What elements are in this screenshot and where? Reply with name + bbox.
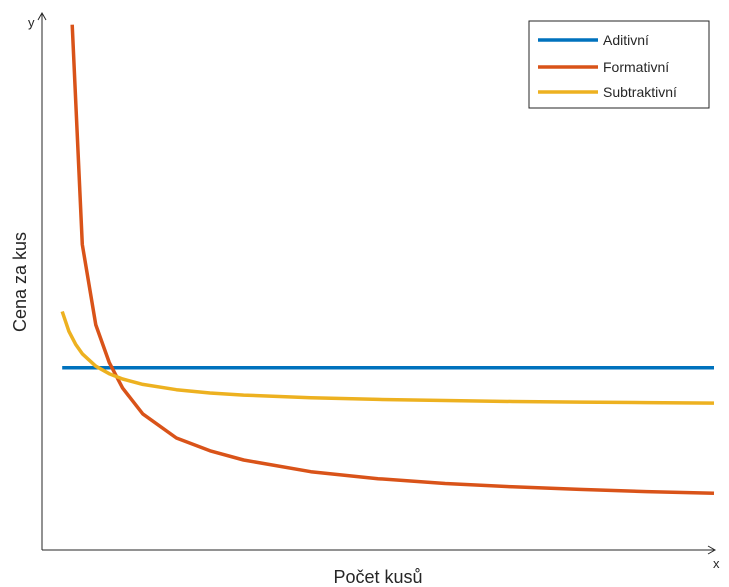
legend-label-formativni: Formativní — [603, 59, 669, 75]
x-axis-label: Počet kusů — [333, 567, 422, 587]
axes: x y Počet kusů Cena za kus — [10, 11, 720, 587]
x-axis-arrow — [707, 545, 717, 555]
y-axis-arrow — [37, 11, 47, 21]
series-line-subtraktivni — [60, 310, 715, 405]
series-layer — [60, 24, 715, 495]
y-axis-label: Cena za kus — [10, 232, 30, 332]
series-line-formativni — [70, 24, 715, 495]
legend-label-subtraktivni: Subtraktivní — [603, 84, 677, 100]
legend: Aditivní Formativní Subtraktivní — [528, 20, 710, 109]
x-axis-end-label: x — [713, 556, 720, 571]
y-axis-end-label: y — [28, 15, 35, 30]
legend-label-aditivni: Aditivní — [603, 32, 649, 48]
